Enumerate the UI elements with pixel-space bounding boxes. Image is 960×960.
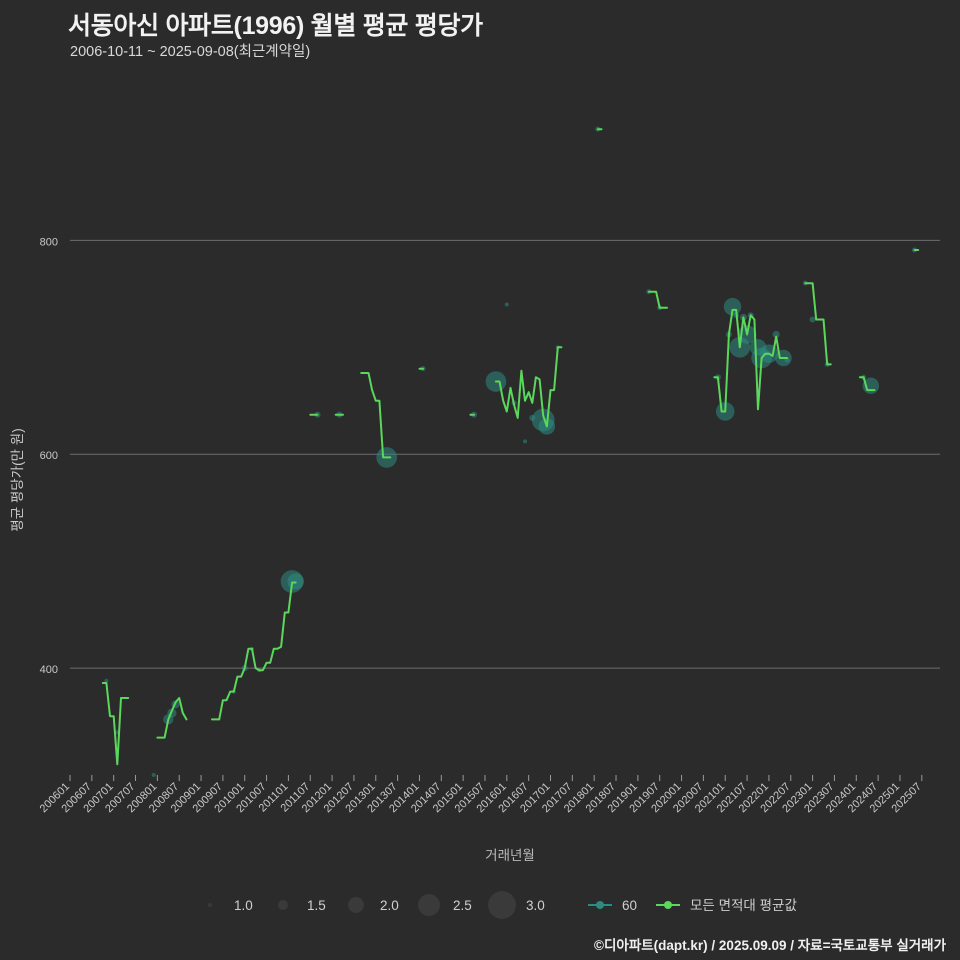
bubble-point: [104, 678, 109, 683]
line-segment: [804, 282, 832, 366]
bubble-point: [504, 302, 509, 307]
y-tick-label: 400: [40, 664, 58, 676]
legend-size-marker: [418, 894, 440, 916]
line-segment: [360, 372, 392, 459]
legend-size-label: 2.5: [453, 898, 472, 913]
line-segment: [647, 290, 668, 309]
legend-size-marker: [488, 891, 516, 919]
bubble-point: [523, 439, 528, 444]
line-segment: [211, 581, 297, 721]
line-segment: [858, 376, 876, 392]
legend-size-marker: [208, 903, 212, 907]
legend-size-label: 2.0: [380, 898, 399, 913]
grid-layer: [70, 239, 940, 669]
legend-size-marker: [278, 900, 288, 910]
x-axis-ticks: 2006012006072007012007072008012008072009…: [38, 775, 924, 815]
line-segment: [156, 697, 188, 739]
legend-series-label[interactable]: 모든 면적대 평균값: [690, 898, 797, 913]
y-axis-title: 평균 평당가(만 원): [10, 428, 25, 531]
x-axis-title: 거래년월: [485, 848, 535, 863]
legend-series-label[interactable]: 60: [622, 898, 637, 913]
y-axis-ticks: 400 600 800: [40, 236, 58, 676]
legend-size-label: 1.0: [234, 898, 253, 913]
y-tick-label: 800: [40, 236, 58, 248]
bubble-series-60: [104, 126, 918, 777]
line-segment: [713, 308, 789, 413]
page-title: 서동아신 아파트(1996) 월별 평균 평당가: [68, 12, 483, 40]
bubble-point: [151, 773, 156, 777]
page-subtitle: 2006-10-11 ~ 2025-09-08(최근계약일): [70, 44, 311, 60]
footer-credit: ©디아파트(dapt.kr) / 2025.09.09 / 자료=국토교통부 실…: [594, 938, 946, 953]
legend-size-label: 3.0: [526, 898, 545, 913]
bubble-point: [809, 316, 816, 323]
line-segment: [101, 682, 130, 766]
chart-legend: 1.0 1.5 2.0 2.5 3.0 60 모든 면적대 평균값: [208, 891, 797, 919]
line-series-average: [101, 128, 920, 766]
line-segment: [494, 346, 563, 428]
legend-series-marker[interactable]: [596, 901, 604, 909]
bubble-point: [287, 573, 304, 590]
legend-series-marker[interactable]: [664, 901, 672, 909]
legend-size-marker: [348, 897, 364, 913]
bubble-point: [772, 330, 780, 339]
y-tick-label: 600: [40, 450, 58, 462]
legend-size-label: 1.5: [307, 898, 326, 913]
